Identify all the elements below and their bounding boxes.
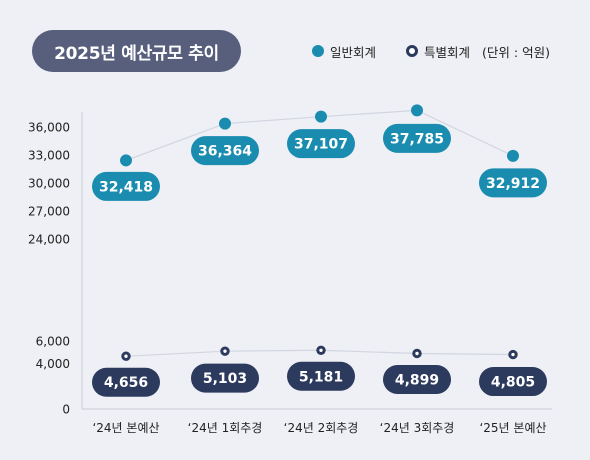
data-label-bg-special	[383, 364, 451, 394]
y-tick-label: 4,000	[36, 357, 70, 371]
series-point-general	[219, 117, 231, 130]
series-point-general	[120, 154, 132, 167]
x-tick-label: ‘24년 1회추경	[188, 421, 263, 435]
data-label-special: 4,899	[395, 372, 439, 388]
series-point-special	[121, 351, 131, 361]
x-tick-label: ‘24년 본예산	[92, 421, 159, 435]
legend-label-general: 일반회계	[330, 44, 377, 60]
data-label-bg-general	[383, 123, 451, 153]
legend: 일반회계 특별회계 (단위 : 억원)	[312, 41, 550, 61]
data-label-bg-special	[92, 367, 160, 397]
data-label-general: 32,418	[99, 179, 153, 195]
series-point-special	[316, 345, 326, 355]
data-label-general: 37,107	[294, 137, 348, 153]
y-tick-label: 36,000	[28, 121, 70, 135]
legend-item-special: 특별회계	[406, 42, 470, 61]
data-label-bg-general	[287, 129, 355, 159]
y-tick-label: 24,000	[28, 233, 70, 247]
data-label-bg-special	[191, 363, 259, 393]
data-label-general: 36,364	[198, 144, 252, 160]
data-label-special: 4,805	[491, 375, 535, 391]
data-label-special: 5,181	[299, 369, 343, 385]
unit-label: (단위 : 억원)	[482, 44, 550, 60]
data-label-bg-general	[92, 171, 160, 201]
y-tick-label: 33,000	[28, 149, 70, 163]
data-label-bg-special	[479, 367, 547, 397]
data-label-bg-general	[479, 168, 547, 198]
x-tick-label: ‘24년 2회추경	[284, 421, 359, 435]
y-tick-label: 27,000	[28, 205, 70, 219]
series-point-general	[411, 104, 423, 117]
x-tick-label: ‘25년 본예산	[479, 421, 546, 435]
chart-title: 2025년 예산규모 추이	[32, 30, 241, 72]
legend-item-general: 일반회계	[312, 42, 376, 61]
data-label-general: 37,785	[390, 131, 444, 147]
series-point-general	[315, 110, 327, 123]
legend-marker-special	[406, 45, 419, 57]
y-tick-label: 0	[62, 403, 70, 417]
y-tick-label: 6,000	[36, 335, 70, 349]
legend-label-special: 특별회계	[424, 44, 471, 60]
data-label-bg-general	[191, 136, 259, 166]
data-label-special: 4,656	[104, 375, 148, 391]
series-point-special	[508, 349, 518, 360]
series-point-special	[220, 346, 230, 356]
data-label-general: 32,912	[486, 176, 540, 192]
data-label-special: 5,103	[203, 371, 247, 387]
y-tick-label: 30,000	[28, 177, 70, 191]
legend-marker-general	[312, 45, 324, 57]
series-point-general	[507, 149, 519, 162]
data-label-bg-special	[287, 361, 355, 391]
x-tick-label: ‘24년 3회추경	[380, 421, 455, 435]
series-point-special	[412, 348, 422, 359]
